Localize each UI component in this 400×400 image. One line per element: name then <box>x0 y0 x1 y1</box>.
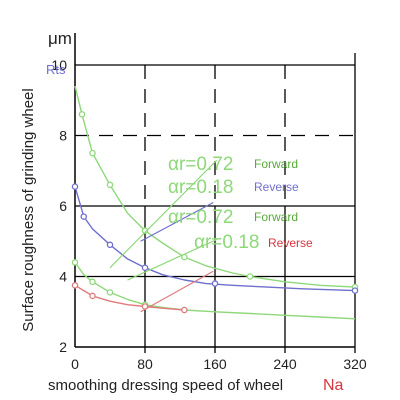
y-axis-title: Surface roughness of grinding wheel <box>20 88 37 332</box>
x-symbol: Na <box>323 377 344 394</box>
legend-ar-label: αr=0.18 <box>168 177 233 198</box>
data-point <box>80 213 88 220</box>
data-point <box>106 181 114 189</box>
y-tick-label: 2 <box>59 339 67 355</box>
data-point <box>78 111 86 118</box>
data-point <box>89 278 96 286</box>
legend-direction-label: Forward <box>254 210 298 224</box>
data-point <box>71 259 79 266</box>
legend-direction-label: Reverse <box>254 180 299 194</box>
legend-direction-label: Forward <box>254 157 298 171</box>
data-point <box>106 241 114 249</box>
data-point <box>106 289 114 296</box>
x-axis-title: smoothing dressing speed of wheel <box>48 377 283 394</box>
x-tick-label: 320 <box>343 356 367 372</box>
y-tick-label: 10 <box>51 57 67 73</box>
labels: 0 80 160 240 320 2 4 6 8 10 μm Rts Surface roughness… <box>20 29 367 394</box>
series-line-1 <box>74 85 356 288</box>
data-point <box>181 306 188 314</box>
series-line-4 <box>74 284 185 311</box>
data-point <box>351 287 359 294</box>
leader-line <box>140 270 214 313</box>
x-tick-label: 80 <box>137 356 153 372</box>
data-point <box>89 149 96 157</box>
series-layer <box>71 85 359 320</box>
leader-lines <box>109 159 218 313</box>
y-tick-label: 4 <box>59 269 67 285</box>
data-point <box>89 292 96 300</box>
legend-direction-label: Reverse <box>268 236 313 250</box>
legend-ar-label: αr=0.72 <box>168 207 233 228</box>
data-point <box>141 264 149 271</box>
y-symbol: Rts <box>46 62 66 77</box>
x-tick-label: 160 <box>203 356 227 372</box>
series-line-2 <box>74 186 356 292</box>
y-tick-label: 6 <box>59 198 67 214</box>
data-point <box>71 282 79 289</box>
data-point <box>71 183 79 190</box>
x-tick-label: 240 <box>273 356 297 372</box>
y-tick-label: 8 <box>59 128 67 144</box>
legend-ar-label: αr=0.72 <box>168 154 233 175</box>
x-tick-label: 0 <box>71 356 79 372</box>
leader-line <box>140 201 214 242</box>
data-point <box>246 273 254 280</box>
leader-line <box>109 159 218 269</box>
data-point <box>211 280 219 287</box>
legend-ar-label: αr=0.18 <box>194 232 259 253</box>
grid <box>75 64 355 347</box>
axes <box>74 33 356 353</box>
leader-line <box>127 238 217 281</box>
unit-label: μm <box>48 29 72 48</box>
